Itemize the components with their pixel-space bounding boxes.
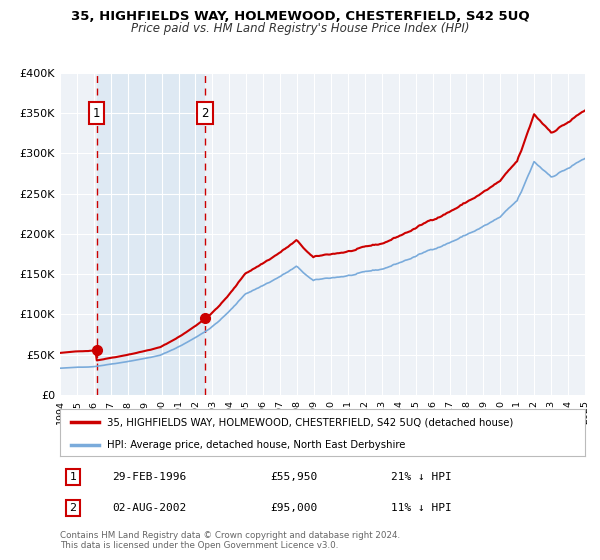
Text: 1: 1 <box>93 106 100 119</box>
Text: £55,950: £55,950 <box>270 472 317 482</box>
Text: 02-AUG-2002: 02-AUG-2002 <box>113 503 187 513</box>
Text: HPI: Average price, detached house, North East Derbyshire: HPI: Average price, detached house, Nort… <box>107 440 406 450</box>
Text: 21% ↓ HPI: 21% ↓ HPI <box>391 472 452 482</box>
Text: 2: 2 <box>70 503 77 513</box>
Text: 11% ↓ HPI: 11% ↓ HPI <box>391 503 452 513</box>
Text: 2: 2 <box>202 106 209 119</box>
Bar <box>97 73 205 395</box>
Text: 1: 1 <box>70 472 77 482</box>
Text: Contains HM Land Registry data © Crown copyright and database right 2024.
This d: Contains HM Land Registry data © Crown c… <box>60 531 400 550</box>
Text: £95,000: £95,000 <box>270 503 317 513</box>
Text: Price paid vs. HM Land Registry's House Price Index (HPI): Price paid vs. HM Land Registry's House … <box>131 22 469 35</box>
Text: 29-FEB-1996: 29-FEB-1996 <box>113 472 187 482</box>
Text: 35, HIGHFIELDS WAY, HOLMEWOOD, CHESTERFIELD, S42 5UQ (detached house): 35, HIGHFIELDS WAY, HOLMEWOOD, CHESTERFI… <box>107 417 514 427</box>
Text: 35, HIGHFIELDS WAY, HOLMEWOOD, CHESTERFIELD, S42 5UQ: 35, HIGHFIELDS WAY, HOLMEWOOD, CHESTERFI… <box>71 10 529 23</box>
